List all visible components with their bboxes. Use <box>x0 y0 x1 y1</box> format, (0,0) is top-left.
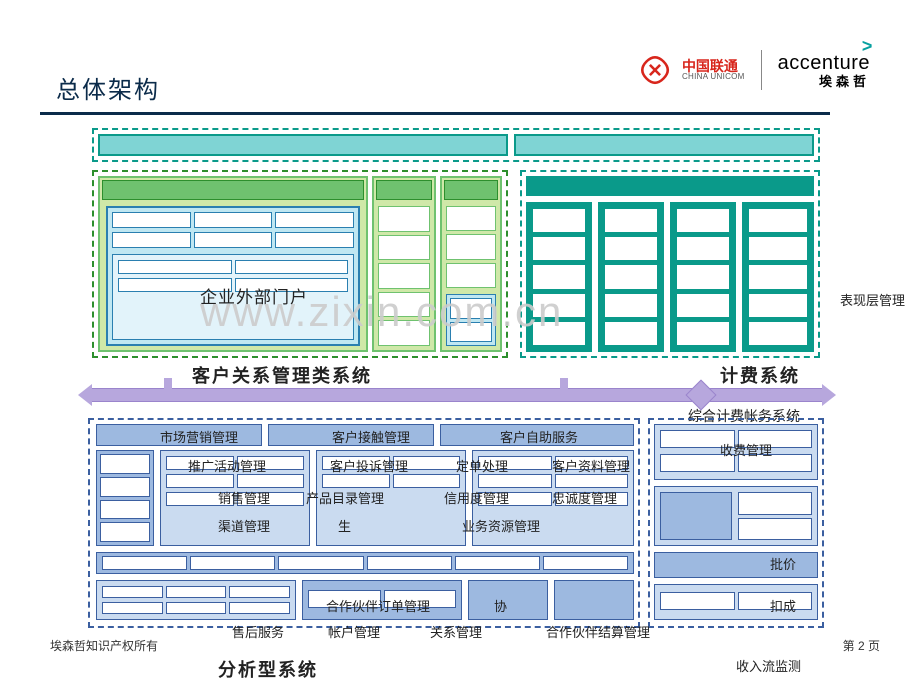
lbl-sales: 销售管理 <box>218 488 270 507</box>
lbl-fee: 收费管理 <box>720 440 772 459</box>
lbl-custdata: 客户资料管理 <box>552 456 630 475</box>
logo-area: 中国联通 CHINA UNICOM > accenture 埃森哲 <box>638 50 870 90</box>
lbl-partsettle: 合作伙伴结算管理 <box>546 622 650 641</box>
crm-cyan-row2 <box>112 232 354 248</box>
lbl-selfserv: 客户自助服务 <box>500 427 578 446</box>
billing-col2-pills <box>604 208 658 346</box>
blue-bottom-c <box>468 580 548 620</box>
crm-cyan-row1 <box>112 212 354 228</box>
blue-right-mid-right <box>738 492 812 540</box>
footer-right: 第 2 页 <box>843 637 880 654</box>
top-teal-bar-right <box>514 134 814 156</box>
billing-section-title: 计费系统 <box>720 362 800 388</box>
lbl-xie: 协 <box>494 596 507 615</box>
header-rule <box>40 112 830 115</box>
crm-green-strip <box>102 180 364 200</box>
unicom-cn-label: 中国联通 <box>682 59 745 73</box>
accenture-arrow-icon: > <box>861 37 872 55</box>
lbl-loyalty: 忠诚度管理 <box>552 488 617 507</box>
blue-bottom-d <box>554 580 634 620</box>
accenture-logo: > accenture 埃森哲 <box>778 53 870 88</box>
billing-col4-pills <box>748 208 808 346</box>
bus-cap-right <box>822 384 836 406</box>
accenture-cn-label: 埃森哲 <box>819 75 870 88</box>
blue-right-mid-inner <box>660 492 732 540</box>
lbl-contact: 客户接触管理 <box>332 427 410 446</box>
blue-mod2a-r2 <box>166 474 304 488</box>
lbl-rating: 批价 <box>770 554 796 573</box>
lbl-promo: 推广活动管理 <box>188 456 266 475</box>
crm-section-title: 客户关系管理类系统 <box>192 362 372 388</box>
lbl-frag1: 生 <box>338 516 351 535</box>
analytics-section-title: 分析型系统 <box>218 656 318 682</box>
lbl-channel: 渠道管理 <box>218 516 270 535</box>
lbl-complaint: 客户投诉管理 <box>330 456 408 475</box>
accenture-label: accenture <box>778 53 870 73</box>
right-label-2: 收入流监测 <box>736 656 801 675</box>
china-unicom-text: 中国联通 CHINA UNICOM <box>682 59 745 81</box>
lbl-aftersale: 售后服务 <box>232 622 284 641</box>
blue-narrowcol-pills <box>100 454 150 542</box>
blue-mod2c-r2 <box>478 474 628 488</box>
blue-mod2b-r2 <box>322 474 460 488</box>
lbl-partorder: 合作伙伴订单管理 <box>326 596 430 615</box>
page-title: 总体架构 <box>56 70 160 105</box>
lbl-settle: 扣成 <box>770 596 796 615</box>
bus-stub-1 <box>164 378 172 390</box>
bus-stub-2 <box>560 378 568 390</box>
right-label-1: 表现层管理 <box>840 290 905 309</box>
footer-left: 埃森哲知识产权所有 <box>50 637 158 654</box>
lbl-acctmgmt: 帐户管理 <box>328 622 380 641</box>
crm-green-strip2 <box>376 180 432 200</box>
china-unicom-icon <box>638 53 672 87</box>
lbl-catalog: 产品目录管理 <box>306 488 384 507</box>
crm-cyan-row3 <box>118 260 348 274</box>
blue-bottom-a-pills2 <box>102 602 290 614</box>
lbl-credit: 信用度管理 <box>444 488 509 507</box>
crm-right-mini-pills <box>450 298 492 342</box>
portal-label: 企业外部门户 <box>200 283 308 308</box>
crm-right-pills <box>446 206 496 288</box>
billing-col1-pills <box>532 208 586 346</box>
lbl-order: 定单处理 <box>456 456 508 475</box>
crm-mid-pills <box>378 206 430 346</box>
crm-green-strip3 <box>444 180 498 200</box>
top-teal-bar-left <box>98 134 508 156</box>
lbl-market: 市场营销管理 <box>160 427 238 446</box>
bus-cap-left <box>78 384 92 406</box>
billing-col3-pills <box>676 208 730 346</box>
lbl-resmgmt: 业务资源管理 <box>462 516 540 535</box>
logo-divider <box>761 50 762 90</box>
unicom-en-label: CHINA UNICOM <box>682 73 745 81</box>
billing-teal-strip <box>526 176 814 196</box>
lbl-relmgmt: 关系管理 <box>430 622 482 641</box>
blue-bottom-a-pills <box>102 586 290 598</box>
blue-midstrip-pills <box>102 556 628 570</box>
